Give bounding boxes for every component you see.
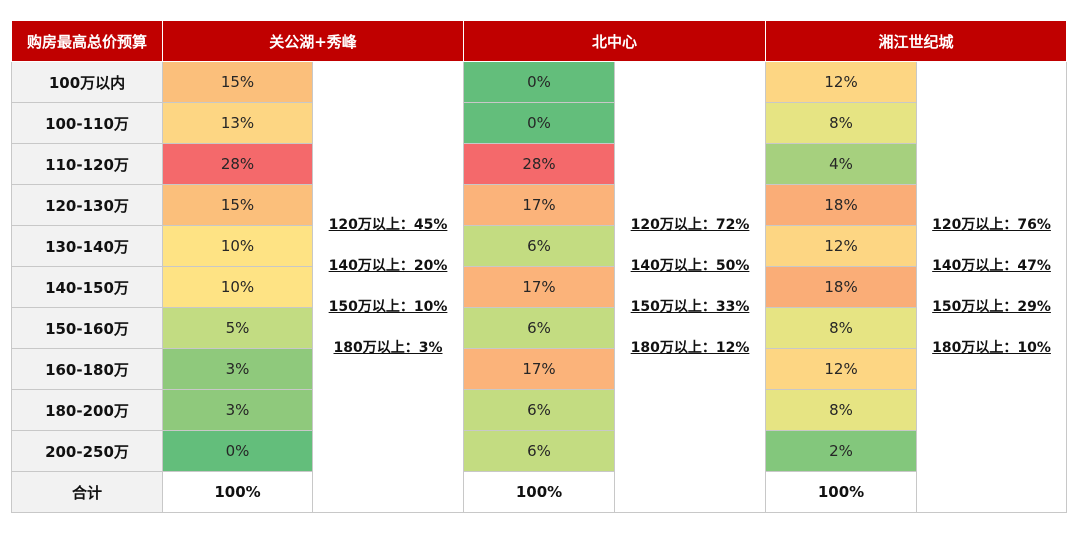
summary-cell: 120万以上：76% 140万以上：47% 150万以上：29% 180万以上：10% <box>916 61 1068 513</box>
summary-line: 180万以上：12% <box>630 340 750 356</box>
summary-line: 180万以上：3% <box>333 340 443 356</box>
summary-line: 120万以上：45% <box>328 217 448 233</box>
total-row: 合计 100% 100% 100% <box>11 471 1067 513</box>
summary-line: 140万以上：50% <box>630 258 750 274</box>
value-cell: 17% <box>463 184 616 226</box>
value-cell: 3% <box>162 389 313 431</box>
table-row: 120-130万 15% 17% 18% <box>11 184 1067 226</box>
summary-line: 150万以上：33% <box>630 299 750 315</box>
value-cell: 2% <box>765 430 918 472</box>
summary-line: 120万以上：76% <box>932 217 1051 233</box>
row-label: 180-200万 <box>11 389 163 431</box>
total-value-cell: 100% <box>463 471 616 513</box>
total-value-cell: 100% <box>765 471 918 513</box>
summary-line: 150万以上：10% <box>328 299 448 315</box>
value-cell: 0% <box>463 102 616 144</box>
value-cell: 18% <box>765 184 918 226</box>
total-label: 合计 <box>11 471 163 513</box>
value-cell: 6% <box>463 225 616 267</box>
table-row: 130-140万 10% 6% 12% <box>11 225 1067 267</box>
table-row: 160-180万 3% 17% 12% <box>11 348 1067 390</box>
table-row: 180-200万 3% 6% 8% <box>11 389 1067 431</box>
value-cell: 12% <box>765 61 918 103</box>
table-row: 200-250万 0% 6% 2% <box>11 430 1067 472</box>
budget-distribution-table: 购房最高总价预算 关公湖+秀峰 北中心 湘江世纪城 100万以内 15% 120万以… <box>11 20 1068 513</box>
value-cell: 10% <box>162 266 313 308</box>
row-label: 130-140万 <box>11 225 163 267</box>
value-cell: 6% <box>463 430 616 472</box>
value-cell: 6% <box>463 307 616 349</box>
summary-line: 120万以上：72% <box>630 217 750 233</box>
summary-cell: 120万以上：72% 140万以上：50% 150万以上：33% 180万以上：12% <box>614 61 767 513</box>
header-area-3: 湘江世纪城 <box>765 20 1068 62</box>
value-cell: 13% <box>162 102 313 144</box>
value-cell: 8% <box>765 307 918 349</box>
value-cell: 0% <box>463 61 616 103</box>
value-cell: 3% <box>162 348 313 390</box>
table-body: 100万以内 15% 120万以上：45% 140万以上：20% 150万以上：10% 1… <box>11 61 1068 513</box>
row-label: 110-120万 <box>11 143 163 185</box>
summary-line: 180万以上：10% <box>932 340 1051 356</box>
value-cell: 15% <box>162 61 313 103</box>
header-area-2: 北中心 <box>463 20 767 62</box>
total-value-cell: 100% <box>162 471 313 513</box>
value-cell: 4% <box>765 143 918 185</box>
row-label: 140-150万 <box>11 266 163 308</box>
table-row: 100-110万 13% 0% 8% <box>11 102 1067 144</box>
value-cell: 12% <box>765 348 918 390</box>
value-cell: 8% <box>765 102 918 144</box>
header-row: 购房最高总价预算 关公湖+秀峰 北中心 湘江世纪城 <box>11 20 1068 62</box>
value-cell: 6% <box>463 389 616 431</box>
value-cell: 17% <box>463 348 616 390</box>
value-cell: 28% <box>463 143 616 185</box>
table-row: 100万以内 15% 120万以上：45% 140万以上：20% 150万以上：10% 1… <box>11 61 1068 513</box>
table-row: 140-150万 10% 17% 18% <box>11 266 1067 308</box>
value-cell: 10% <box>162 225 313 267</box>
row-label: 200-250万 <box>11 430 163 472</box>
value-cell: 0% <box>162 430 313 472</box>
summary-line: 140万以上：20% <box>328 258 448 274</box>
header-area-1: 关公湖+秀峰 <box>161 20 465 62</box>
value-cell: 28% <box>162 143 313 185</box>
value-cell: 15% <box>162 184 313 226</box>
row-label: 100-110万 <box>11 102 163 144</box>
summary-line: 150万以上：29% <box>932 299 1051 315</box>
header-budget-label: 购房最高总价预算 <box>11 20 163 62</box>
table-row: 150-160万 5% 6% 8% <box>11 307 1067 349</box>
row-label: 160-180万 <box>11 348 163 390</box>
row-label: 150-160万 <box>11 307 163 349</box>
row-label: 120-130万 <box>11 184 163 226</box>
value-cell: 17% <box>463 266 616 308</box>
value-cell: 5% <box>162 307 313 349</box>
summary-line: 140万以上：47% <box>932 258 1051 274</box>
row-label: 100万以内 <box>11 61 163 103</box>
table-row: 110-120万 28% 28% 4% <box>11 143 1067 185</box>
summary-cell: 120万以上：45% 140万以上：20% 150万以上：10% 180万以上：3% <box>311 61 465 513</box>
value-cell: 18% <box>765 266 918 308</box>
value-cell: 12% <box>765 225 918 267</box>
value-cell: 8% <box>765 389 918 431</box>
